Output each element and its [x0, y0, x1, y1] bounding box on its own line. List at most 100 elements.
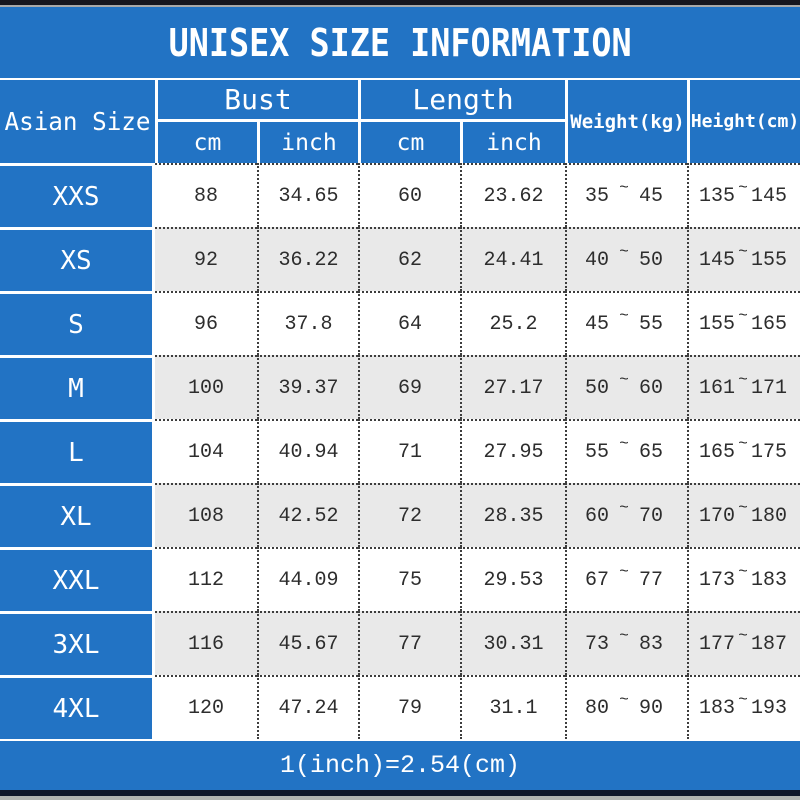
- size-label: XXS: [52, 181, 100, 212]
- height-range-cell: 161 ~ 171: [687, 355, 800, 419]
- size-label-cell: 4XL: [0, 675, 155, 739]
- height-min: 177: [699, 632, 736, 656]
- tilde-symbol: ~: [738, 627, 748, 645]
- table-row: 4XL 120 47.24 79 31.1 80 ~ 90 183 ~ 193: [0, 675, 800, 739]
- height-min: 145: [699, 248, 736, 272]
- height-max: 183: [750, 568, 787, 592]
- length-inch-value: 27.17: [460, 355, 565, 419]
- height-max: 165: [750, 312, 787, 336]
- length-inch-value: 29.53: [460, 547, 565, 611]
- page-title: UNISEX SIZE INFORMATION: [168, 20, 632, 65]
- length-inch-value: 25.2: [460, 291, 565, 355]
- height-range-cell: 135 ~ 145: [687, 163, 800, 227]
- size-label: XXL: [52, 565, 100, 596]
- weight-min: 60: [585, 504, 610, 528]
- tilde-symbol: ~: [738, 499, 748, 517]
- length-cm-value: 62: [358, 227, 460, 291]
- length-cm-value: 75: [358, 547, 460, 611]
- table-row: XXL 112 44.09 75 29.53 67 ~ 77 173 ~ 183: [0, 547, 800, 611]
- header-length-inch: inch: [460, 122, 565, 163]
- height-range-cell: 183 ~ 193: [687, 675, 800, 739]
- table-row: XXS 88 34.65 60 23.62 35 ~ 45 135 ~ 145: [0, 163, 800, 227]
- weight-range-cell: 40 ~ 50: [565, 227, 687, 291]
- weight-max: 70: [638, 504, 663, 528]
- header-weight: Weight(kg): [565, 80, 687, 163]
- tilde-symbol: ~: [738, 307, 748, 325]
- bust-cm-value: 88: [155, 163, 257, 227]
- tilde-symbol: ~: [619, 435, 629, 453]
- table-row: XS 92 36.22 62 24.41 40 ~ 50 145 ~ 155: [0, 227, 800, 291]
- tilde-symbol: ~: [619, 179, 629, 197]
- weight-range-cell: 45 ~ 55: [565, 291, 687, 355]
- header-length-cm: cm: [358, 122, 460, 163]
- weight-min: 73: [585, 632, 610, 656]
- weight-range-cell: 73 ~ 83: [565, 611, 687, 675]
- height-min: 165: [699, 440, 736, 464]
- weight-min: 40: [585, 248, 610, 272]
- weight-max: 77: [638, 568, 663, 592]
- title-banner: UNISEX SIZE INFORMATION: [0, 7, 800, 80]
- header-bust: Bust: [155, 80, 358, 122]
- weight-range-cell: 80 ~ 90: [565, 675, 687, 739]
- bust-cm-value: 100: [155, 355, 257, 419]
- bust-inch-value: 39.37: [257, 355, 358, 419]
- table-row: 3XL 116 45.67 77 30.31 73 ~ 83 177 ~ 187: [0, 611, 800, 675]
- bust-inch-value: 37.8: [257, 291, 358, 355]
- bust-cm-value: 120: [155, 675, 257, 739]
- bust-cm-value: 108: [155, 483, 257, 547]
- table-row: L 104 40.94 71 27.95 55 ~ 65 165 ~ 175: [0, 419, 800, 483]
- size-label: 3XL: [52, 629, 100, 660]
- bust-inch-value: 42.52: [257, 483, 358, 547]
- weight-range-cell: 35 ~ 45: [565, 163, 687, 227]
- conversion-note: 1(inch)=2.54(cm): [279, 751, 521, 780]
- weight-min: 67: [585, 568, 610, 592]
- length-inch-value: 24.41: [460, 227, 565, 291]
- weight-max: 83: [638, 632, 663, 656]
- weight-range-cell: 55 ~ 65: [565, 419, 687, 483]
- weight-min: 45: [585, 312, 610, 336]
- bust-inch-value: 36.22: [257, 227, 358, 291]
- height-min: 170: [699, 504, 736, 528]
- weight-range-cell: 60 ~ 70: [565, 483, 687, 547]
- top-border-bar: [0, 0, 800, 7]
- size-label: 4XL: [52, 693, 100, 724]
- weight-max: 90: [638, 696, 663, 720]
- length-cm-value: 79: [358, 675, 460, 739]
- tilde-symbol: ~: [619, 627, 629, 645]
- size-label: L: [68, 437, 84, 468]
- tilde-symbol: ~: [619, 371, 629, 389]
- bust-cm-value: 104: [155, 419, 257, 483]
- weight-min: 80: [585, 696, 610, 720]
- header-bust-inch: inch: [257, 122, 358, 163]
- bust-cm-value: 116: [155, 611, 257, 675]
- bust-inch-value: 45.67: [257, 611, 358, 675]
- size-label-cell: S: [0, 291, 155, 355]
- header-bust-cm: cm: [155, 122, 257, 163]
- length-inch-value: 28.35: [460, 483, 565, 547]
- bust-inch-value: 44.09: [257, 547, 358, 611]
- size-label: XL: [60, 501, 92, 532]
- bust-cm-value: 96: [155, 291, 257, 355]
- height-range-cell: 177 ~ 187: [687, 611, 800, 675]
- length-cm-value: 60: [358, 163, 460, 227]
- header-height: Height(cm): [687, 80, 800, 163]
- size-label-cell: XL: [0, 483, 155, 547]
- size-label-cell: XXS: [0, 163, 155, 227]
- length-inch-value: 27.95: [460, 419, 565, 483]
- weight-min: 50: [585, 376, 610, 400]
- height-min: 161: [699, 376, 736, 400]
- length-cm-value: 77: [358, 611, 460, 675]
- tilde-symbol: ~: [619, 499, 629, 517]
- height-range-cell: 165 ~ 175: [687, 419, 800, 483]
- tilde-symbol: ~: [738, 435, 748, 453]
- weight-max: 65: [638, 440, 663, 464]
- table-row: XL 108 42.52 72 28.35 60 ~ 70 170 ~ 180: [0, 483, 800, 547]
- size-label: S: [68, 309, 84, 340]
- length-cm-value: 69: [358, 355, 460, 419]
- height-max: 145: [750, 184, 787, 208]
- tilde-symbol: ~: [619, 691, 629, 709]
- size-label-cell: XXL: [0, 547, 155, 611]
- weight-max: 55: [638, 312, 663, 336]
- header-length: Length: [358, 80, 565, 122]
